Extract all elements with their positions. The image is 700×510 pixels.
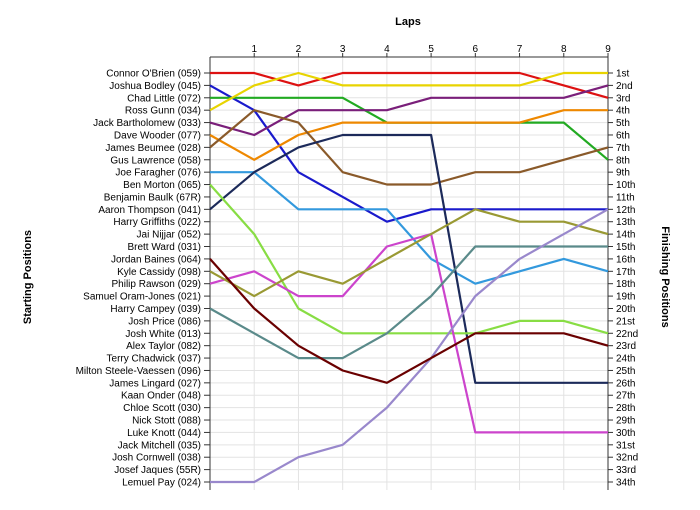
x-tick-label: 2 bbox=[296, 44, 302, 55]
series-line-10 bbox=[209, 183, 609, 335]
finishing-label: 22nd bbox=[616, 329, 638, 340]
starting-label: Harry Griffiths (022) bbox=[113, 217, 201, 228]
finishing-label: 21st bbox=[616, 316, 635, 327]
starting-label: Jack Mitchell (035) bbox=[118, 440, 201, 451]
finishing-label: 3rd bbox=[616, 93, 630, 104]
finishing-label: 17th bbox=[616, 267, 635, 278]
finishing-label: 4th bbox=[616, 106, 630, 117]
finishing-label: 14th bbox=[616, 230, 635, 241]
starting-label: James Beumee (028) bbox=[105, 143, 201, 154]
series-line-12 bbox=[209, 208, 609, 298]
x-tick-labels: 1 2 3 4 5 6 7 8 9 bbox=[251, 44, 611, 55]
finishing-label: 6th bbox=[616, 130, 630, 141]
series-lines bbox=[209, 71, 609, 484]
starting-label: Ross Gunn (034) bbox=[125, 106, 201, 117]
y-axis-title-left: Starting Positions bbox=[22, 230, 34, 324]
starting-label: Jordan Baines (064) bbox=[111, 254, 201, 265]
finishing-label: 7th bbox=[616, 143, 630, 154]
finishing-label: 27th bbox=[616, 391, 635, 402]
series-line-15 bbox=[209, 258, 609, 384]
finishing-label: 34th bbox=[616, 478, 635, 489]
finishing-label: 8th bbox=[616, 155, 630, 166]
finishing-label: 2nd bbox=[616, 81, 633, 92]
starting-position-labels: Connor O'Brien (059)Joshua Bodley (045)C… bbox=[76, 69, 210, 489]
finishing-position-labels: 1st2nd3rd4th5th6th7th8th9th10th11th12th1… bbox=[608, 69, 638, 489]
starting-label: Philip Rawson (029) bbox=[112, 279, 202, 290]
starting-label: Chad Little (072) bbox=[127, 93, 201, 104]
finishing-label: 11th bbox=[616, 192, 635, 203]
finishing-label: 18th bbox=[616, 279, 635, 290]
starting-label: Lemuel Pay (024) bbox=[122, 478, 201, 489]
starting-label: Josef Jaques (55R) bbox=[114, 465, 201, 476]
series-line-8 bbox=[210, 171, 609, 285]
finishing-label: 12th bbox=[616, 205, 635, 216]
x-axis-title: Laps bbox=[395, 16, 421, 28]
x-tick-label: 6 bbox=[473, 44, 479, 55]
x-tick-label: 4 bbox=[384, 44, 390, 55]
starting-label: Josh Price (086) bbox=[128, 316, 201, 327]
finishing-label: 25th bbox=[616, 366, 635, 377]
finishing-label: 24th bbox=[616, 354, 635, 365]
finishing-label: 9th bbox=[616, 168, 630, 179]
starting-label: Benjamin Baulk (67R) bbox=[104, 192, 201, 203]
starting-label: Kaan Onder (048) bbox=[121, 391, 201, 402]
finishing-label: 31st bbox=[616, 440, 635, 451]
starting-label: Milton Steele-Vaessen (096) bbox=[76, 366, 201, 377]
starting-label: James Lingard (027) bbox=[109, 378, 201, 389]
x-tick-label: 1 bbox=[251, 44, 257, 55]
finishing-label: 23rd bbox=[616, 341, 636, 352]
series-line-14 bbox=[210, 208, 609, 484]
finishing-label: 13th bbox=[616, 217, 635, 228]
finishing-label: 30th bbox=[616, 428, 635, 439]
finishing-label: 15th bbox=[616, 242, 635, 253]
starting-label: Josh Cornwell (038) bbox=[112, 453, 201, 464]
starting-label: Alex Taylor (082) bbox=[126, 341, 201, 352]
starting-label: Jack Bartholomew (033) bbox=[93, 118, 201, 129]
starting-label: Harry Campey (039) bbox=[110, 304, 201, 315]
y-axis-title-right: Finishing Positions bbox=[659, 226, 671, 327]
finishing-label: 16th bbox=[616, 254, 635, 265]
starting-label: Chloe Scott (030) bbox=[123, 403, 201, 414]
finishing-label: 29th bbox=[616, 416, 635, 427]
axes bbox=[209, 53, 609, 490]
x-tick-label: 5 bbox=[428, 44, 434, 55]
starting-label: Kyle Cassidy (098) bbox=[117, 267, 201, 278]
starting-label: Josh White (013) bbox=[125, 329, 201, 340]
starting-label: Aaron Thompson (041) bbox=[98, 205, 201, 216]
starting-label: Nick Stott (088) bbox=[132, 416, 201, 427]
starting-label: Gus Lawrence (058) bbox=[110, 155, 201, 166]
starting-label: Dave Wooder (077) bbox=[114, 130, 201, 141]
x-tick-label: 8 bbox=[561, 44, 567, 55]
finishing-label: 33rd bbox=[616, 465, 636, 476]
x-tick-label: 9 bbox=[605, 44, 611, 55]
series-line-4 bbox=[209, 71, 608, 112]
starting-label: Terry Chadwick (037) bbox=[107, 354, 201, 365]
x-tick-label: 7 bbox=[517, 44, 523, 55]
starting-label: Joshua Bodley (045) bbox=[109, 81, 201, 92]
finishing-label: 28th bbox=[616, 403, 635, 414]
x-tick-label: 3 bbox=[340, 44, 346, 55]
finishing-label: 19th bbox=[616, 292, 635, 303]
starting-label: Connor O'Brien (059) bbox=[106, 69, 201, 80]
series-line-9 bbox=[209, 133, 608, 384]
starting-label: Jai Nijjar (052) bbox=[137, 230, 201, 241]
finishing-label: 26th bbox=[616, 378, 635, 389]
finishing-label: 20th bbox=[616, 304, 635, 315]
series-line-2 bbox=[209, 84, 608, 223]
starting-label: Joe Faragher (076) bbox=[115, 168, 201, 179]
starting-label: Samuel Oram-Jones (021) bbox=[83, 292, 201, 303]
series-line-7 bbox=[209, 109, 609, 186]
starting-label: Ben Morton (065) bbox=[123, 180, 201, 191]
series-line-6 bbox=[209, 109, 608, 161]
finishing-label: 1st bbox=[616, 69, 630, 80]
finishing-label: 32nd bbox=[616, 453, 638, 464]
starting-label: Luke Knott (044) bbox=[127, 428, 201, 439]
starting-label: Brett Ward (031) bbox=[127, 242, 201, 253]
finishing-label: 10th bbox=[616, 180, 635, 191]
series-line-5 bbox=[209, 84, 609, 137]
finishing-label: 5th bbox=[616, 118, 630, 129]
